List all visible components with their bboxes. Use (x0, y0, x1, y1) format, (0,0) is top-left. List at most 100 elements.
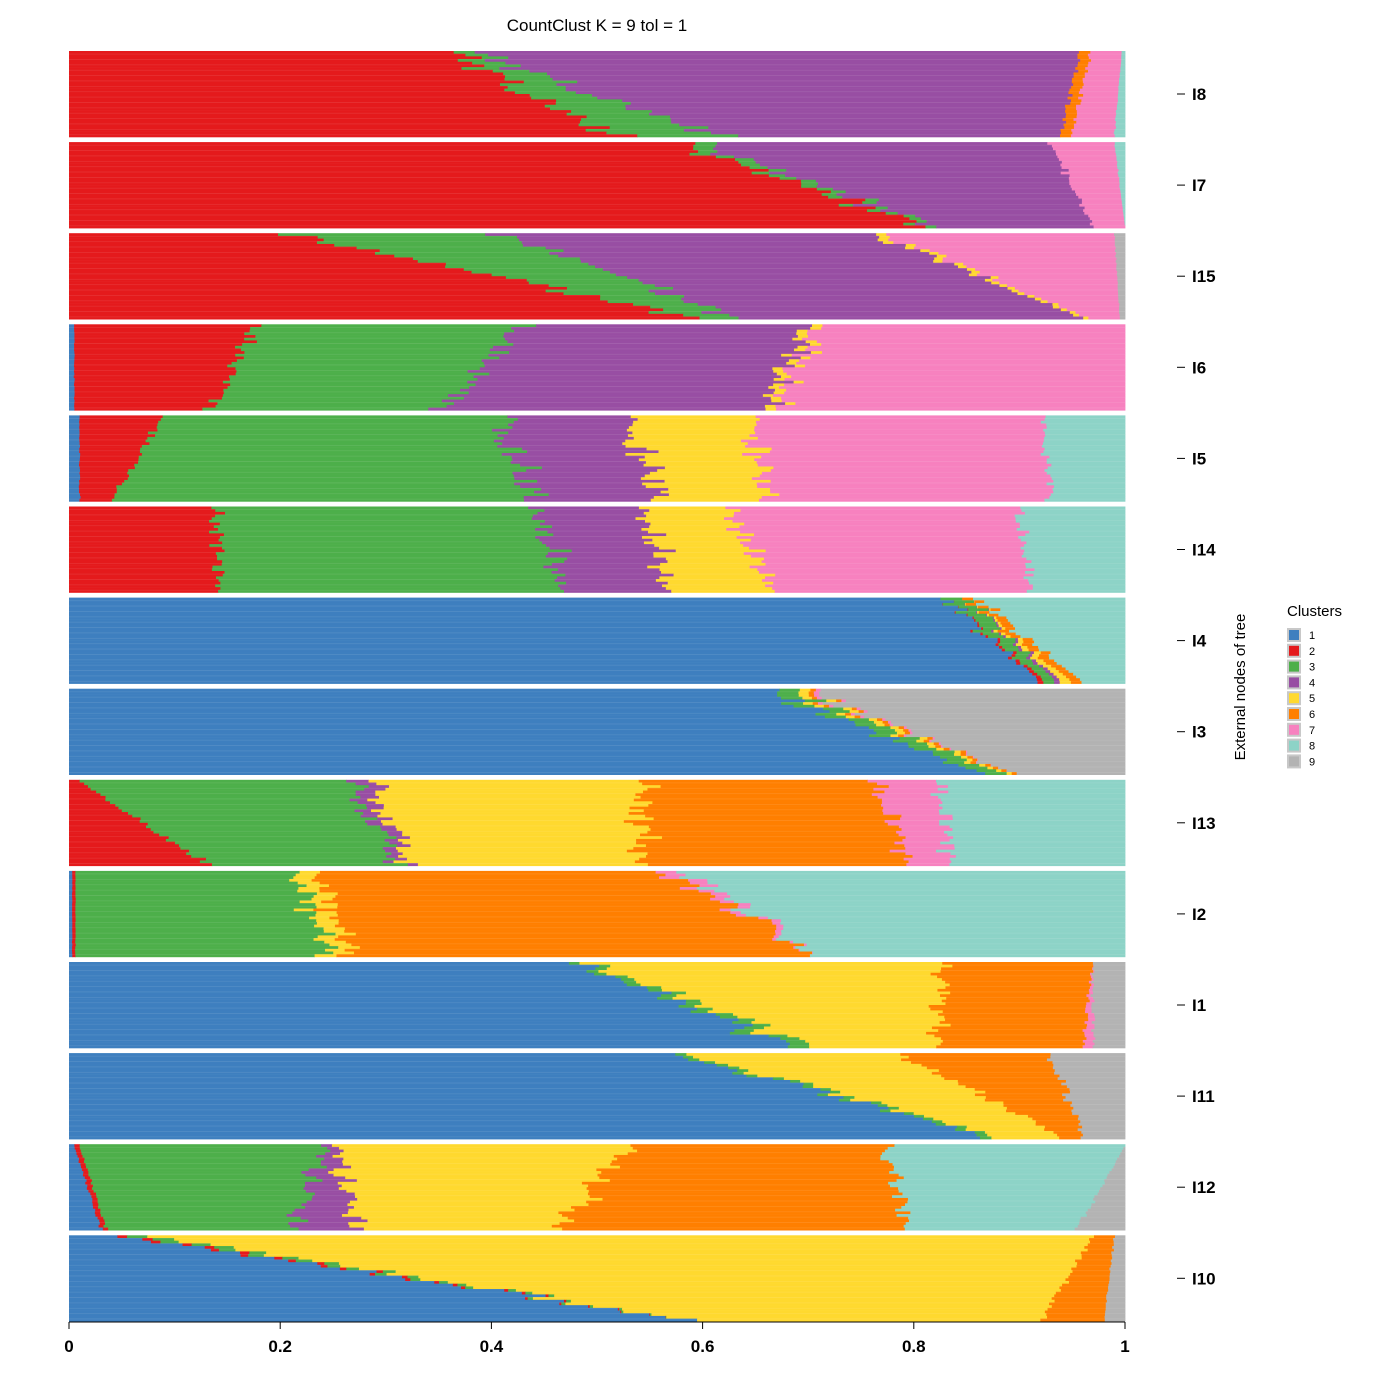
segment-cluster-6 (945, 980, 1090, 984)
segment-cluster-6 (611, 1160, 890, 1164)
segment-cluster-5 (876, 233, 887, 237)
row-shade (69, 300, 1125, 302)
segment-cluster-9 (863, 715, 1126, 719)
segment-cluster-1 (69, 651, 1014, 655)
segment-cluster-3 (243, 356, 500, 360)
segment-cluster-1 (69, 1104, 879, 1108)
segment-cluster-7 (748, 546, 1022, 550)
segment-cluster-4 (845, 190, 1076, 194)
segment-cluster-1 (69, 1093, 818, 1097)
segment-cluster-7 (1058, 158, 1117, 162)
segment-cluster-6 (950, 1023, 1088, 1027)
segment-cluster-8 (1113, 131, 1126, 135)
segment-cluster-1 (69, 434, 80, 438)
segment-cluster-6 (319, 887, 681, 891)
segment-cluster-5 (645, 485, 758, 489)
segment-cluster-1 (69, 707, 824, 711)
segment-cluster-7 (1088, 980, 1092, 984)
segment-cluster-9 (1114, 1163, 1126, 1166)
segment-cluster-3 (581, 118, 672, 122)
segment-cluster-3 (222, 573, 566, 577)
segment-cluster-9 (1118, 297, 1126, 301)
segment-cluster-7 (751, 477, 1053, 481)
segment-cluster-9 (1080, 1120, 1126, 1124)
segment-cluster-1 (69, 755, 941, 759)
segment-cluster-7 (715, 895, 731, 899)
segment-cluster-3 (903, 222, 916, 226)
segment-cluster-7 (977, 758, 979, 762)
row-shade (69, 69, 1125, 71)
segment-cluster-1 (69, 1120, 933, 1124)
segment-cluster-7 (772, 394, 1126, 398)
segment-cluster-7 (789, 940, 794, 944)
segment-cluster-1 (69, 1235, 118, 1239)
row-shade (69, 53, 1125, 55)
segment-cluster-4 (513, 474, 646, 478)
segment-cluster-1 (69, 1069, 738, 1073)
segment-cluster-8 (1115, 110, 1126, 114)
segment-cluster-4 (1033, 662, 1038, 666)
segment-cluster-7 (1052, 147, 1116, 151)
segment-cluster-5 (333, 951, 355, 955)
segment-cluster-3 (505, 276, 628, 280)
segment-cluster-2 (69, 225, 926, 229)
segment-cluster-5 (994, 619, 998, 623)
segment-cluster-7 (1084, 1031, 1094, 1035)
segment-cluster-4 (996, 624, 1000, 628)
segment-cluster-4 (816, 185, 1072, 189)
segment-cluster-5 (473, 1286, 1060, 1290)
segment-cluster-2 (84, 1176, 91, 1180)
segment-cluster-6 (941, 978, 1092, 982)
segment-cluster-5 (299, 870, 321, 874)
segment-cluster-4 (507, 415, 632, 419)
segment-cluster-4 (1030, 651, 1035, 655)
segment-cluster-3 (461, 67, 500, 71)
segment-cluster-7 (1091, 978, 1095, 982)
segment-cluster-1 (69, 1149, 77, 1153)
segment-cluster-2 (79, 431, 149, 435)
segment-cluster-4 (697, 303, 1053, 307)
segment-cluster-1 (69, 943, 73, 947)
segment-cluster-8 (1049, 496, 1126, 500)
segment-cluster-6 (332, 897, 711, 901)
row-shade (69, 128, 1125, 130)
segment-cluster-4 (303, 1187, 340, 1191)
segment-cluster-8 (1119, 182, 1126, 186)
segment-cluster-6 (1065, 107, 1077, 111)
row-shade (69, 182, 1125, 184)
segment-cluster-7 (742, 453, 1042, 457)
segment-cluster-5 (402, 833, 641, 837)
segment-cluster-7 (1079, 203, 1123, 207)
segment-cluster-9 (1092, 962, 1126, 965)
segment-cluster-3 (800, 179, 817, 183)
segment-cluster-9 (1114, 241, 1126, 245)
segment-cluster-7 (754, 428, 1044, 432)
segment-cluster-2 (1001, 648, 1006, 652)
segment-cluster-9 (1092, 1039, 1126, 1043)
segment-cluster-7 (965, 753, 968, 757)
segment-cluster-5 (634, 978, 943, 982)
segment-cluster-5 (375, 801, 653, 805)
row-shade (69, 1034, 1125, 1036)
segment-cluster-3 (221, 396, 465, 400)
segment-cluster-3 (548, 284, 656, 288)
segment-cluster-7 (1055, 150, 1116, 154)
segment-cluster-9 (976, 761, 1126, 765)
segment-cluster-1 (69, 643, 997, 647)
row-shade (69, 1297, 1125, 1298)
segment-cluster-6 (334, 924, 777, 928)
segment-cluster-1 (69, 1246, 206, 1250)
segment-cluster-3 (544, 104, 626, 108)
segment-cluster-5 (737, 1015, 945, 1019)
segment-cluster-4 (384, 838, 399, 842)
segment-cluster-4 (1003, 635, 1007, 639)
segment-cluster-7 (739, 525, 1021, 529)
x-axis: 0 0.2 0.4 0.6 0.8 1 (64, 1321, 1130, 1356)
segment-cluster-1 (69, 921, 73, 925)
segment-cluster-7 (841, 699, 847, 703)
segment-cluster-2 (69, 107, 551, 111)
segment-cluster-6 (1027, 1114, 1080, 1118)
segment-cluster-1 (69, 948, 73, 952)
segment-cluster-8 (1053, 490, 1126, 494)
segment-cluster-4 (517, 235, 880, 239)
